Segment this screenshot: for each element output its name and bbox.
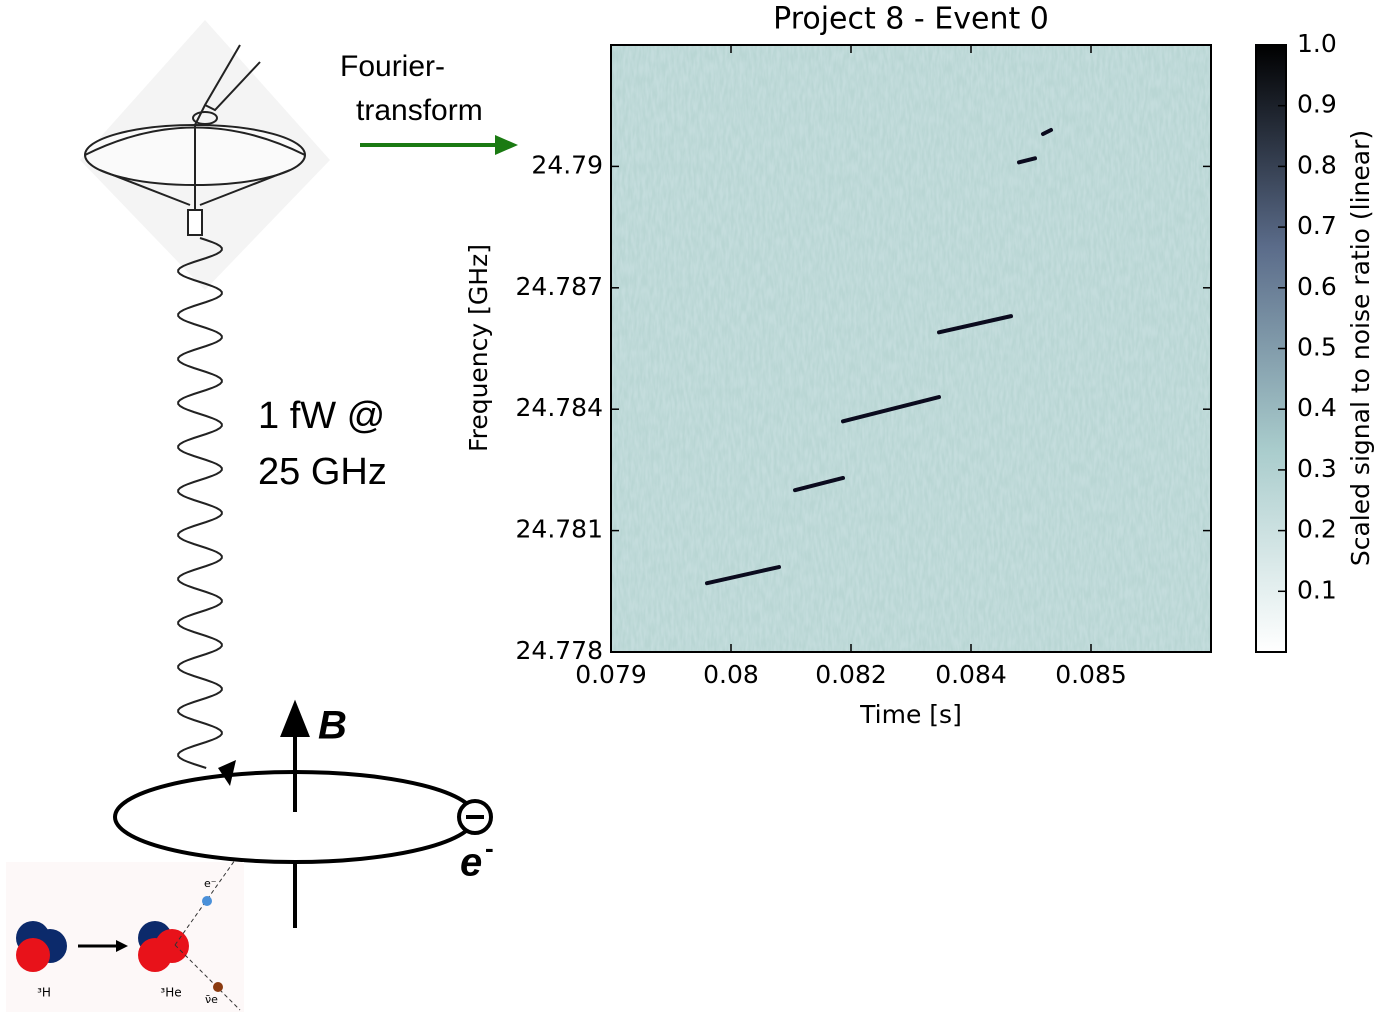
x-tick-label: 0.085 <box>1055 660 1127 689</box>
arrow-label: transform <box>356 94 483 127</box>
colorbar-tick-label: 0.7 <box>1297 211 1337 240</box>
y-tick-label: 24.778 <box>516 636 603 665</box>
colorbar-tick-label: 0.8 <box>1297 150 1337 179</box>
wave <box>178 238 222 768</box>
y-tick-label: 24.784 <box>516 393 603 422</box>
chart-title: Project 8 - Event 0 <box>773 2 1049 37</box>
decay-label: ³H <box>37 986 51 1000</box>
y-tick-label: 24.79 <box>531 150 603 179</box>
colorbar-tick-label: 0.5 <box>1297 333 1337 362</box>
colorbar-tick-label: 0.2 <box>1297 515 1337 544</box>
electron-charge: - <box>485 833 494 863</box>
decay-label: e⁻ <box>204 877 217 890</box>
decay-label: ³He <box>160 986 181 1000</box>
noise-texture <box>611 45 1211 652</box>
decay-label: ν̄e <box>205 993 218 1006</box>
arrow-label: Fourier- <box>340 50 445 83</box>
colorbar-tick-label: 0.6 <box>1297 272 1337 301</box>
x-tick-label: 0.084 <box>935 660 1007 689</box>
colorbar-tick-label: 0.1 <box>1297 575 1337 604</box>
antenna <box>80 20 330 290</box>
x-axis-label: Time [s] <box>859 700 962 729</box>
fourier-arrow <box>360 135 518 155</box>
power-label: 25 GHz <box>258 451 387 493</box>
y-tick-label: 24.787 <box>516 272 603 301</box>
x-tick-label: 0.082 <box>815 660 887 689</box>
page: {"chart_data": {"type": "spectrogram", "… <box>0 0 1376 1013</box>
figure: B e - 1 fW @ 25 GHz Fourier- transform ³… <box>0 0 1376 1013</box>
colorbar-tick-label: 0.3 <box>1297 454 1337 483</box>
y-axis-label: Frequency [GHz] <box>464 244 493 452</box>
colorbar-label: Scaled signal to noise ratio (linear) <box>1346 130 1375 566</box>
colorbar-tick-label: 0.4 <box>1297 393 1337 422</box>
field-label: B <box>318 704 347 748</box>
electron-label: e <box>460 841 482 885</box>
colorbar-tick-label: 0.9 <box>1297 90 1337 119</box>
y-tick-label: 24.781 <box>516 515 603 544</box>
power-label: 1 fW @ <box>258 395 385 437</box>
colorbar-tick-label: 1.0 <box>1297 29 1337 58</box>
x-tick-label: 0.08 <box>703 660 759 689</box>
